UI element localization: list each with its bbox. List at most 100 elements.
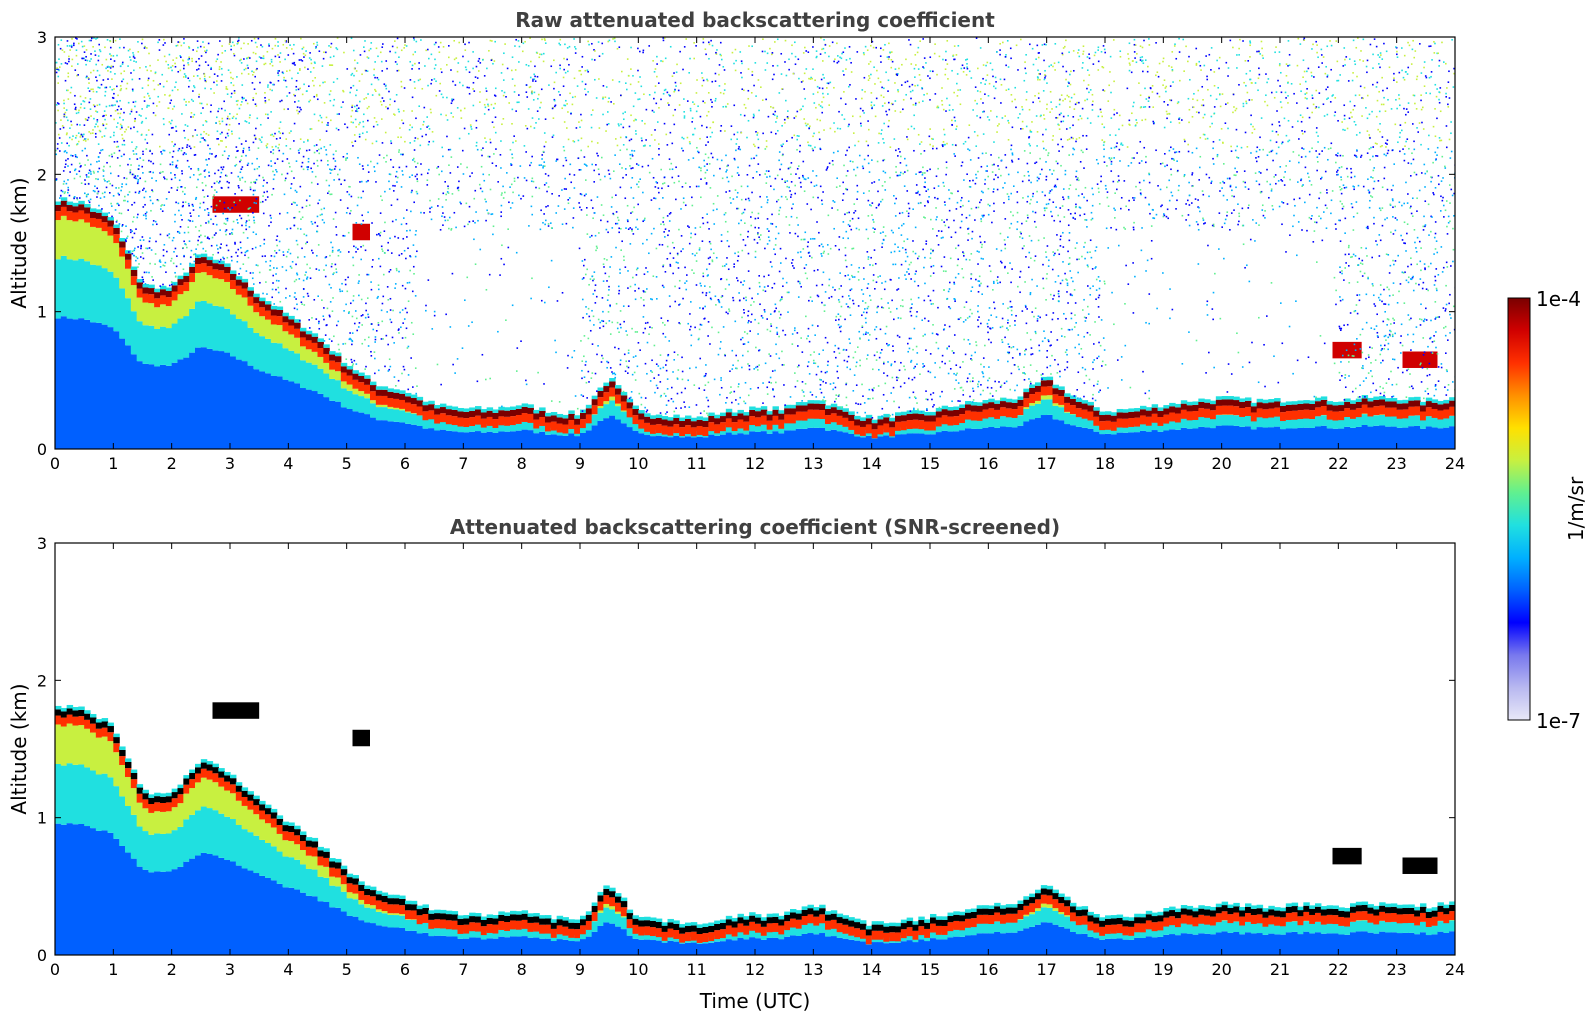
heatmap-column <box>1029 893 1036 955</box>
heatmap-column <box>1227 904 1234 955</box>
heatmap-column <box>125 758 132 955</box>
heatmap-column <box>568 410 575 449</box>
heatmap-column <box>679 924 686 955</box>
heatmap-column <box>165 792 173 955</box>
heatmap-column <box>212 259 219 449</box>
heatmap-column <box>515 405 523 449</box>
heatmap-column <box>737 913 744 955</box>
heatmap-column <box>1280 402 1287 449</box>
heatmap-column <box>790 908 797 955</box>
heatmap-column <box>1315 903 1322 955</box>
heatmap-column <box>60 707 68 955</box>
x-tick-label: 24 <box>1445 454 1465 473</box>
heatmap-column <box>1344 907 1351 955</box>
heatmap-column <box>941 405 949 449</box>
heatmap-column <box>1285 401 1293 449</box>
heatmap-column <box>830 910 838 955</box>
heatmap-column <box>1291 401 1299 449</box>
heatmap-column <box>492 915 499 955</box>
x-tick-label: 2 <box>167 960 177 979</box>
heatmap-column <box>253 293 260 449</box>
heatmap-column <box>1210 906 1217 955</box>
heatmap-column <box>1297 400 1304 449</box>
heatmap-column <box>1221 901 1229 955</box>
elevated-layer <box>352 729 370 747</box>
heatmap-column <box>661 922 669 955</box>
heatmap-column <box>323 344 330 449</box>
heatmap-column <box>1350 903 1357 955</box>
heatmap-column <box>895 412 902 449</box>
heatmap-column <box>317 338 324 449</box>
heatmap-column <box>1087 401 1094 449</box>
heatmap-column <box>230 774 237 955</box>
heatmap-column <box>690 417 698 449</box>
elevated-layer <box>1402 351 1438 368</box>
heatmap-column <box>440 909 447 955</box>
heatmap-column <box>410 394 418 449</box>
heatmap-column <box>836 913 844 955</box>
heatmap-column <box>813 400 820 449</box>
heatmap-column <box>959 404 966 449</box>
heatmap-column <box>970 401 978 449</box>
heatmap-column <box>1035 382 1042 449</box>
heatmap-column <box>784 911 791 955</box>
x-tick-label: 5 <box>342 960 352 979</box>
y-tick-label: 1 <box>37 303 47 322</box>
heatmap-column <box>1379 902 1386 955</box>
heatmap-column <box>860 920 867 955</box>
heatmap-column <box>95 209 103 449</box>
heatmap-column <box>667 417 674 449</box>
heatmap-column <box>1396 904 1404 955</box>
heatmap-column <box>1408 397 1415 449</box>
heatmap-column <box>498 911 505 955</box>
heatmap-column <box>247 287 254 449</box>
heatmap-column <box>620 391 628 449</box>
heatmap-column <box>1017 900 1024 955</box>
heatmap-column <box>212 763 219 955</box>
heatmap-column <box>941 916 949 955</box>
heatmap-column <box>1046 376 1054 449</box>
heatmap-column <box>1023 388 1030 449</box>
heatmap-column <box>877 415 884 449</box>
heatmap-column <box>708 412 715 449</box>
heatmap-column <box>603 382 610 449</box>
heatmap-column <box>1087 911 1094 955</box>
heatmap-column <box>1227 396 1234 449</box>
heatmap-column <box>218 260 225 449</box>
x-tick-label: 9 <box>575 454 585 473</box>
heatmap-column <box>1268 399 1275 449</box>
heatmap-column <box>200 253 208 449</box>
y-tick-label: 1 <box>37 809 47 828</box>
panel-raw-y-axis-label: Altitude (km) <box>7 177 31 308</box>
heatmap-column <box>399 390 406 449</box>
colorbar-units-label: 1/m/sr <box>1564 476 1588 541</box>
heatmap-column <box>673 920 680 955</box>
heatmap-column <box>90 208 97 449</box>
heatmap-column <box>352 875 359 955</box>
heatmap-column <box>655 918 663 955</box>
heatmap-column <box>311 333 319 449</box>
heatmap-column <box>696 924 704 955</box>
heatmap-column <box>883 923 890 955</box>
heatmap-column <box>819 904 826 955</box>
x-tick-label: 20 <box>1211 454 1231 473</box>
heatmap-column <box>1385 903 1392 955</box>
heatmap-column <box>387 388 394 449</box>
heatmap-column <box>1151 404 1159 449</box>
heatmap-column <box>1116 408 1124 449</box>
heatmap-column <box>358 881 365 955</box>
heatmap-column <box>1379 395 1386 449</box>
heatmap-column <box>1081 400 1089 449</box>
heatmap-column <box>935 916 943 955</box>
heatmap-column <box>1320 906 1328 955</box>
heatmap-column <box>935 407 943 449</box>
heatmap-column <box>1064 393 1071 449</box>
heatmap-column <box>475 913 482 955</box>
heatmap-column <box>585 404 593 449</box>
heatmap-column <box>370 381 377 449</box>
heatmap-column <box>1291 902 1299 955</box>
heatmap-column <box>766 913 774 955</box>
heatmap-column <box>580 409 587 449</box>
heatmap-column <box>895 922 902 955</box>
heatmap-column <box>504 407 511 449</box>
